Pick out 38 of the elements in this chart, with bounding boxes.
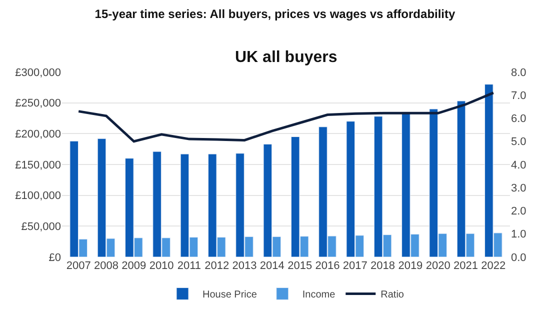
x-tick-label: 2016 xyxy=(315,260,340,272)
chart-title: 15-year time series: All buyers, prices vs wages vs affordability xyxy=(94,7,456,21)
y2-tick-label: 6.0 xyxy=(511,113,526,126)
x-tick-label: 2017 xyxy=(342,260,368,272)
y2-tick-label: 0.0 xyxy=(511,252,526,264)
x-tick-label: 2012 xyxy=(204,260,230,272)
x-tick-label: 2014 xyxy=(260,260,284,272)
x-tick-label: 2018 xyxy=(370,260,396,272)
x-tick-label: 2019 xyxy=(398,260,423,272)
line-series xyxy=(77,92,495,143)
x-tick-label: 2022 xyxy=(481,260,506,272)
x-tick-label: 2011 xyxy=(177,260,202,272)
y-tick-label: £50,000 xyxy=(21,221,61,234)
y2-tick-label: 5.0 xyxy=(511,136,526,148)
x-tick-label: 2007 xyxy=(66,260,91,272)
x-tick-label: 2013 xyxy=(232,260,257,272)
y2-tick-label: 4.0 xyxy=(511,159,526,172)
chart-subtitle: UK all buyers xyxy=(235,49,338,66)
y-tick-label: £250,000 xyxy=(15,98,61,110)
legend-label: Income xyxy=(302,290,336,301)
x-tick-label: 2015 xyxy=(288,260,312,272)
x-tick-label: 2008 xyxy=(94,260,118,272)
x-tick-label: 2021 xyxy=(454,260,478,272)
y-tick-label: £100,000 xyxy=(15,190,61,202)
y-tick-label: £0 xyxy=(48,252,61,264)
x-tick-label: 2009 xyxy=(122,260,146,272)
y2-tick-label: 2.0 xyxy=(511,206,526,218)
y2-tick-label: 7.0 xyxy=(511,90,526,102)
y-tick-label: £150,000 xyxy=(15,159,61,172)
y2-tick-label: 1.0 xyxy=(511,228,526,241)
x-tick-label: 2020 xyxy=(426,260,450,272)
legend-label: House Price xyxy=(202,290,258,301)
x-tick-label: 2010 xyxy=(149,260,174,272)
y2-tick-label: 3.0 xyxy=(511,182,526,194)
y-tick-label: £300,000 xyxy=(15,66,61,79)
legend-label: Ratio xyxy=(380,290,404,301)
y2-tick-label: 8.0 xyxy=(511,66,526,79)
y-tick-label: £200,000 xyxy=(15,128,61,141)
